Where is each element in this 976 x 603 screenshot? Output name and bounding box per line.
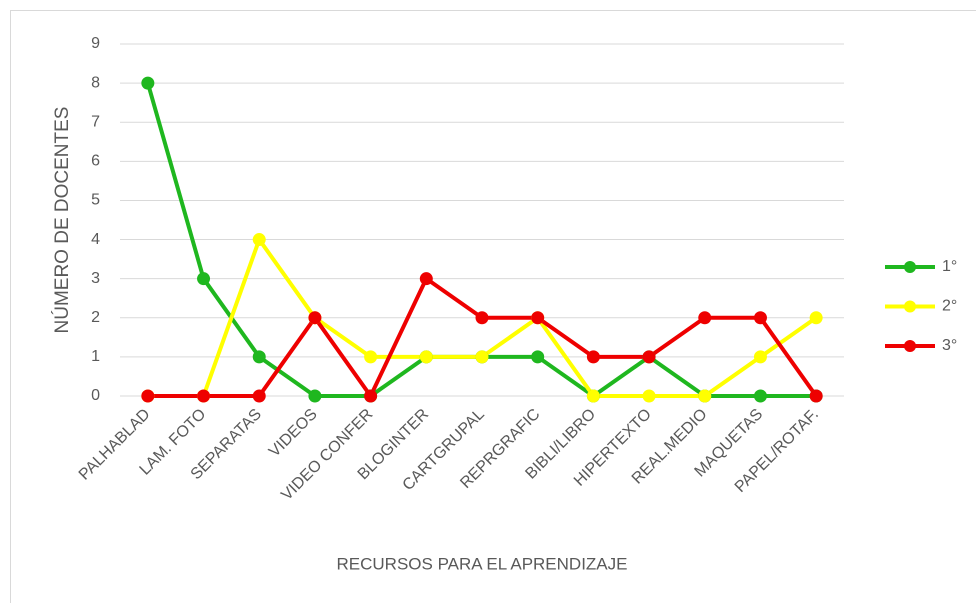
y-tick-label: 6 (91, 153, 100, 170)
legend-label: 1° (942, 258, 957, 275)
x-axis-title: RECURSOS PARA EL APRENDIZAJE (337, 554, 628, 573)
point-marker (475, 311, 489, 325)
point-marker (475, 350, 489, 364)
x-tick-label: VIDEOS (266, 406, 321, 461)
point-marker (753, 389, 767, 403)
point-marker (308, 311, 322, 325)
point-marker (642, 350, 656, 364)
y-tick-label: 7 (91, 113, 100, 130)
y-tick-label: 4 (91, 231, 100, 248)
y-axis-title: NÚMERO DE DOCENTES (51, 107, 73, 334)
point-marker (809, 311, 823, 325)
point-marker (419, 350, 433, 364)
chart-border (10, 10, 976, 603)
y-tick-label: 0 (91, 387, 100, 404)
y-tick-label: 3 (91, 270, 100, 287)
point-marker (698, 311, 712, 325)
point-marker (197, 272, 211, 286)
legend-marker (904, 340, 916, 352)
point-marker (364, 350, 378, 364)
point-marker (531, 350, 545, 364)
y-tick-label: 1 (91, 348, 100, 365)
point-marker (364, 389, 378, 403)
point-marker (141, 389, 155, 403)
point-marker (753, 311, 767, 325)
point-marker (531, 311, 545, 325)
y-tick-label: 2 (91, 309, 100, 326)
y-tick-label: 9 (91, 35, 100, 52)
point-marker (809, 389, 823, 403)
point-marker (308, 389, 322, 403)
legend-marker (904, 300, 916, 313)
legend-label: 2° (942, 298, 957, 315)
series-line (147, 276, 818, 398)
point-marker (252, 389, 266, 403)
point-marker (252, 233, 266, 247)
point-marker (698, 389, 712, 403)
point-marker (753, 350, 767, 364)
legend-marker (904, 261, 916, 273)
legend-label: 3° (942, 337, 957, 354)
point-marker (141, 76, 155, 90)
point-marker (252, 350, 266, 364)
point-marker (197, 389, 211, 403)
y-tick-label: 5 (91, 192, 100, 209)
point-marker (419, 272, 433, 286)
point-marker (586, 389, 600, 403)
y-tick-label: 8 (91, 74, 100, 91)
point-marker (586, 350, 600, 364)
point-marker (642, 389, 656, 403)
